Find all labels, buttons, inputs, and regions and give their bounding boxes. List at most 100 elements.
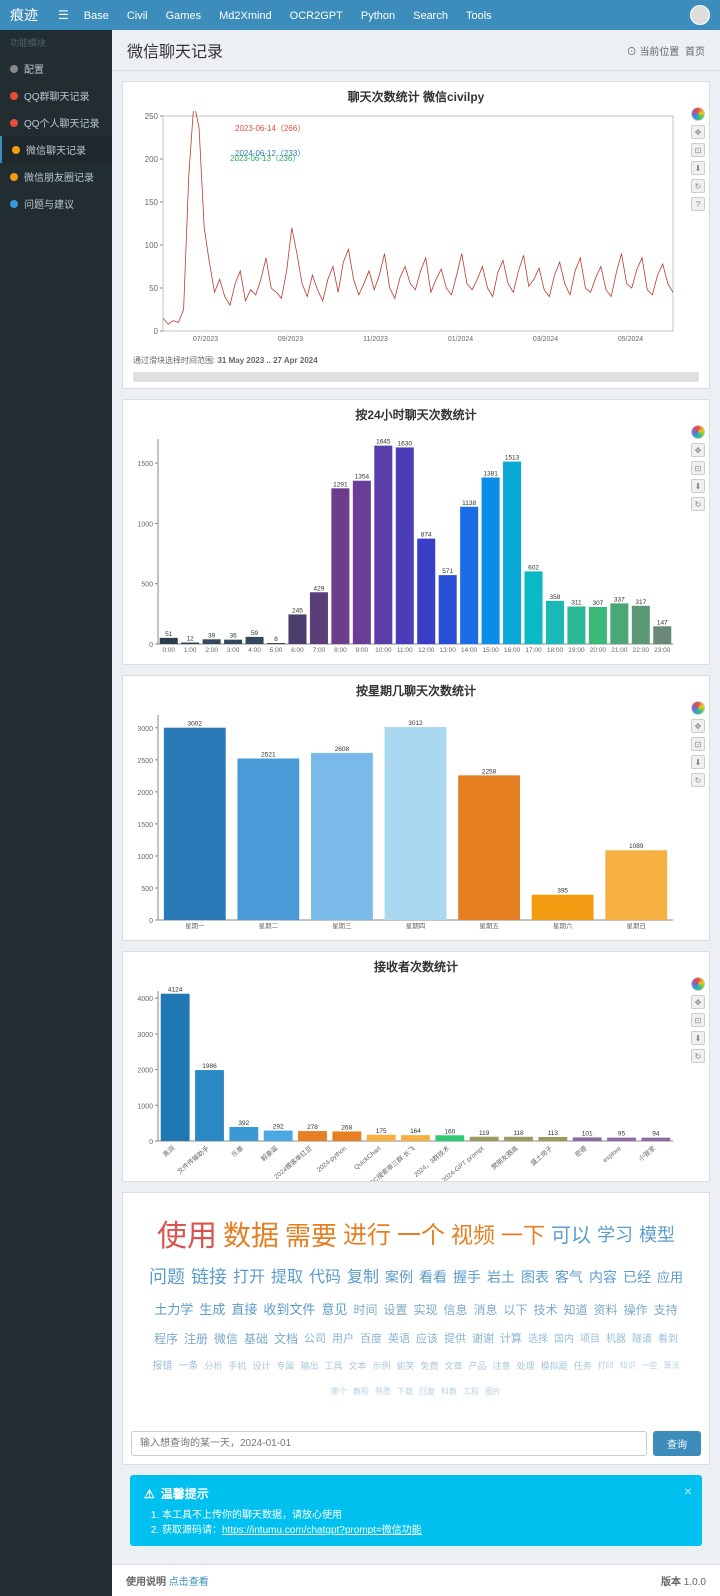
word: 代码 bbox=[309, 1269, 341, 1287]
help-icon[interactable]: ? bbox=[691, 197, 705, 211]
nav-civil[interactable]: Civil bbox=[127, 10, 148, 22]
word: 程序 bbox=[154, 1333, 178, 1346]
save-icon[interactable]: ⬇ bbox=[691, 161, 705, 175]
svg-text:星期五: 星期五 bbox=[479, 922, 499, 930]
pan-icon[interactable]: ✥ bbox=[691, 995, 705, 1009]
zoom-icon[interactable]: ⊡ bbox=[691, 737, 705, 751]
svg-text:395: 395 bbox=[557, 888, 568, 895]
word: 计算 bbox=[500, 1333, 522, 1345]
zoom-icon[interactable]: ⊡ bbox=[691, 1013, 705, 1027]
chart3-svg: 0500100015002000250030003002星期一2521星期二26… bbox=[123, 705, 693, 940]
hamburger-icon[interactable]: ☰ bbox=[58, 8, 69, 22]
sidebar-item-1[interactable]: QQ群聊天记录 bbox=[0, 82, 112, 109]
svg-text:1513: 1513 bbox=[505, 455, 520, 462]
nav-search[interactable]: Search bbox=[413, 10, 448, 22]
svg-text:118: 118 bbox=[513, 1130, 524, 1137]
word: 资料 bbox=[594, 1304, 618, 1317]
close-icon[interactable]: × bbox=[684, 1483, 692, 1499]
word: 文本 bbox=[348, 1362, 366, 1372]
query-button[interactable]: 查询 bbox=[653, 1431, 701, 1456]
reset-icon[interactable]: ↻ bbox=[691, 1049, 705, 1063]
word: 应用 bbox=[657, 1271, 683, 1285]
svg-text:39: 39 bbox=[208, 632, 216, 639]
svg-text:2000: 2000 bbox=[137, 1068, 153, 1075]
svg-text:星期四: 星期四 bbox=[406, 922, 426, 930]
alert-link[interactable]: https://intumu.com/chatgpt?prompt=微信功能 bbox=[222, 1525, 422, 1536]
svg-text:3002: 3002 bbox=[188, 721, 203, 728]
svg-text:1645: 1645 bbox=[376, 439, 391, 446]
word: 谢谢 bbox=[472, 1333, 494, 1345]
svg-text:文件传输助手: 文件传输助手 bbox=[175, 1143, 211, 1175]
svg-text:盛土岗子: 盛土岗子 bbox=[528, 1143, 554, 1167]
bokeh-logo-icon[interactable] bbox=[691, 425, 705, 439]
svg-text:8: 8 bbox=[274, 636, 278, 643]
bokeh-logo-icon[interactable] bbox=[691, 977, 705, 991]
word: 使用 bbox=[157, 1220, 217, 1253]
save-icon[interactable]: ⬇ bbox=[691, 479, 705, 493]
word: 案例 bbox=[385, 1270, 413, 1285]
reset-icon[interactable]: ↻ bbox=[691, 497, 705, 511]
reset-icon[interactable]: ↻ bbox=[691, 773, 705, 787]
chart2-svg: 050010001500510:00121:00392:00363:00594:… bbox=[123, 429, 693, 664]
pan-icon[interactable]: ✥ bbox=[691, 125, 705, 139]
zoom-icon[interactable]: ⊡ bbox=[691, 461, 705, 475]
footer-link[interactable]: 点击查看 bbox=[169, 1577, 209, 1588]
topbar: 痕迹 ☰ BaseCivilGamesMd2XmindOCR2GPTPython… bbox=[0, 0, 720, 30]
nav-games[interactable]: Games bbox=[166, 10, 201, 22]
svg-text:16:00: 16:00 bbox=[504, 647, 521, 654]
word: 任务 bbox=[574, 1362, 592, 1372]
svg-text:4124: 4124 bbox=[168, 987, 183, 994]
chart-toolbar: ✥ ⊡ ⬇ ↻ bbox=[691, 977, 705, 1063]
bokeh-logo-icon[interactable] bbox=[691, 701, 705, 715]
word: 技术 bbox=[534, 1304, 558, 1317]
word: 输出 bbox=[300, 1362, 318, 1372]
word: 收到文件 bbox=[263, 1303, 315, 1317]
user-avatar[interactable] bbox=[690, 5, 710, 25]
chart4-svg: 010002000300040004124黑洞1986文件传输助手392乐章29… bbox=[123, 981, 693, 1181]
svg-text:500: 500 bbox=[141, 582, 153, 589]
sidebar-item-4[interactable]: 微信朋友圈记录 bbox=[0, 163, 112, 190]
svg-text:17:00: 17:00 bbox=[525, 647, 542, 654]
svg-text:19:00: 19:00 bbox=[568, 647, 585, 654]
svg-text:160: 160 bbox=[444, 1128, 455, 1135]
range-slider[interactable] bbox=[133, 372, 699, 382]
nav-md2xmind[interactable]: Md2Xmind bbox=[219, 10, 272, 22]
svg-text:9:00: 9:00 bbox=[356, 647, 369, 654]
svg-text:358: 358 bbox=[550, 594, 561, 601]
svg-text:18:00: 18:00 bbox=[547, 647, 564, 654]
word: 内容 bbox=[589, 1270, 617, 1285]
sidebar-item-2[interactable]: QQ个人聊天记录 bbox=[0, 109, 112, 136]
date-input[interactable] bbox=[131, 1431, 647, 1456]
zoom-icon[interactable]: ⊡ bbox=[691, 143, 705, 157]
query-row: 查询 bbox=[123, 1423, 709, 1464]
pan-icon[interactable]: ✥ bbox=[691, 719, 705, 733]
word: 专属 bbox=[276, 1362, 294, 1372]
bokeh-logo-icon[interactable] bbox=[691, 107, 705, 121]
svg-text:星期日: 星期日 bbox=[626, 922, 646, 930]
word: 已经 bbox=[623, 1270, 651, 1285]
word: 时间 bbox=[353, 1304, 377, 1317]
svg-text:2:00: 2:00 bbox=[205, 647, 218, 654]
sidebar-item-3[interactable]: 微信聊天记录 bbox=[0, 136, 112, 163]
save-icon[interactable]: ⬇ bbox=[691, 755, 705, 769]
svg-text:乐章: 乐章 bbox=[229, 1143, 245, 1159]
sidebar-item-0[interactable]: 配置 bbox=[0, 55, 112, 82]
nav-ocr2gpt[interactable]: OCR2GPT bbox=[290, 10, 343, 22]
reset-icon[interactable]: ↻ bbox=[691, 179, 705, 193]
nav-base[interactable]: Base bbox=[84, 10, 109, 22]
word: 百度 bbox=[360, 1333, 382, 1345]
nav-tools[interactable]: Tools bbox=[466, 10, 492, 22]
word: 项目 bbox=[580, 1334, 600, 1345]
word: 一个 bbox=[397, 1223, 445, 1249]
word: 手机 bbox=[228, 1362, 246, 1372]
sidebar-item-5[interactable]: 问题与建议 bbox=[0, 190, 112, 217]
svg-text:QuickChart: QuickChart bbox=[353, 1145, 383, 1171]
svg-text:毅豪诞: 毅豪诞 bbox=[259, 1143, 280, 1163]
svg-text:2000: 2000 bbox=[137, 790, 153, 797]
save-icon[interactable]: ⬇ bbox=[691, 1031, 705, 1045]
nav-python[interactable]: Python bbox=[361, 10, 395, 22]
chart-timeline: 聊天次数统计 微信civilpy ✥ ⊡ ⬇ ↻ ? 0501001502002… bbox=[122, 81, 710, 389]
svg-text:10:00: 10:00 bbox=[375, 647, 392, 654]
svg-text:密德: 密德 bbox=[573, 1143, 589, 1159]
pan-icon[interactable]: ✥ bbox=[691, 443, 705, 457]
